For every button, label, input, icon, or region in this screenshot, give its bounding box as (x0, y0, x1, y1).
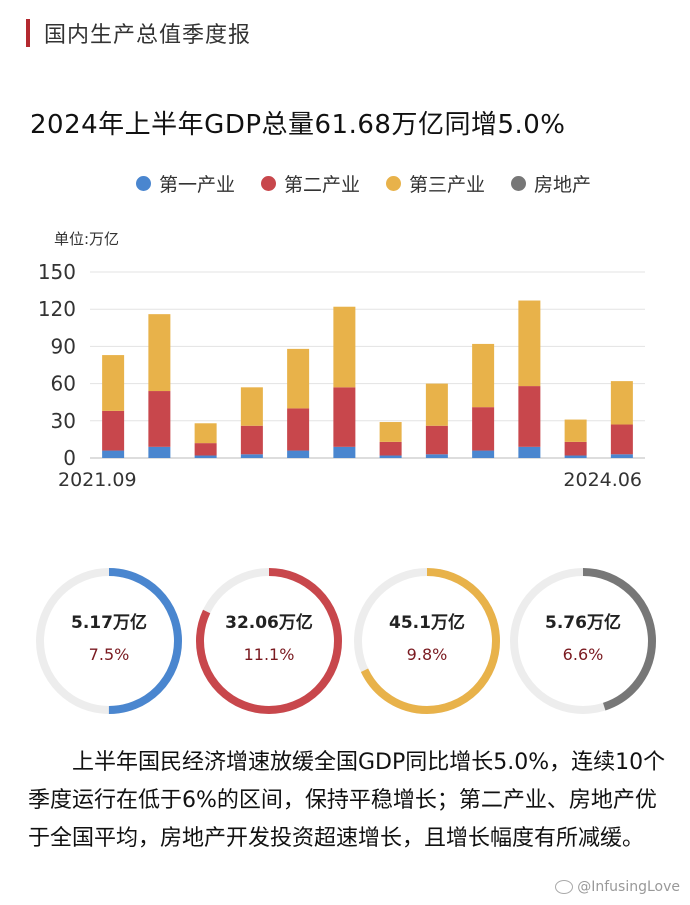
bar-segment (472, 450, 495, 458)
bar-segment (102, 410, 125, 451)
y-tick-label: 90 (51, 334, 76, 358)
legend-item-primary: 第一产业 (136, 170, 235, 197)
bar-segment (518, 386, 541, 447)
bar-segment (194, 455, 217, 458)
bar-segment (610, 454, 633, 458)
donut-card-secondary: 32.06万亿 11.1% (194, 566, 344, 716)
bar-segment (518, 300, 541, 387)
donut-rate-primary: 7.5% (88, 645, 130, 664)
bar-segment (425, 425, 448, 455)
donut-card-primary: 5.17万亿 7.5% (34, 566, 184, 716)
summary-paragraph: 上半年国民经济增速放缓全国GDP同比增长5.0%，连续10个季度运行在低于6%的… (28, 750, 666, 851)
donut-ring-primary (36, 568, 182, 714)
section-title: 国内生产总值季度报 (44, 23, 252, 48)
legend-item-realestate: 房地产 (511, 170, 591, 197)
bar-segment (287, 450, 310, 458)
donut-value-realestate: 5.76万亿 (545, 613, 621, 633)
bar-segment (564, 455, 587, 458)
donut-arc (510, 568, 656, 714)
bar-segment (610, 424, 633, 455)
bar-segment (472, 343, 495, 408)
bar-segment (102, 450, 125, 458)
bar-segment (148, 391, 171, 447)
legend-label-secondary: 第二产业 (284, 174, 361, 196)
bar-segment (564, 441, 587, 456)
stacked-bar-chart: 0 30 60 90 120 150 2021.09 2024.06 (38, 260, 645, 491)
watermark: @InfusingLove (555, 879, 680, 895)
chart-unit-label: 单位:万亿 (54, 230, 120, 248)
legend-item-secondary: 第二产业 (261, 170, 360, 197)
bar-segment (333, 446, 356, 458)
y-tick-label: 30 (51, 409, 76, 433)
bar-segment (518, 446, 541, 458)
section-accent-bar (26, 19, 30, 47)
bar-segment (379, 441, 402, 456)
donut-arc (196, 568, 342, 714)
donut-rate-realestate: 6.6% (562, 645, 604, 664)
donut-card-tertiary: 45.1万亿 9.8% (352, 566, 502, 716)
bar-segment (287, 348, 310, 409)
bar-segment (564, 419, 587, 442)
bar-segment (379, 422, 402, 442)
donut-value-primary: 5.17万亿 (71, 613, 147, 633)
donut-card-realestate: 5.76万亿 6.6% (508, 566, 658, 716)
legend-dot-secondary (261, 176, 277, 191)
headline: 2024年上半年GDP总量61.68万亿同增5.0% (30, 110, 566, 140)
x-start-label: 2021.09 (58, 469, 137, 491)
donut-rate-secondary: 11.1% (243, 645, 295, 664)
bar-segment (610, 381, 633, 425)
y-tick-label: 120 (38, 297, 76, 321)
donut-arc (354, 568, 500, 714)
bar-segment (194, 443, 217, 456)
bar-segment (333, 387, 356, 447)
y-tick-label: 0 (63, 446, 76, 470)
donut-value-secondary: 32.06万亿 (225, 613, 313, 633)
x-end-label: 2024.06 (563, 469, 642, 491)
bar-segment (148, 314, 171, 392)
bar-segment (379, 455, 402, 458)
bar-segment (287, 408, 310, 451)
summary-text-block: 上半年国民经济增速放缓全国GDP同比增长5.0%，连续10个季度运行在低于6%的… (28, 744, 668, 858)
bar-segment (240, 454, 263, 458)
chart-legend: 第一产业 第二产业 第三产业 房地产 (136, 170, 617, 197)
bar-segment (425, 454, 448, 458)
bar-segment (472, 407, 495, 451)
donut-ring-secondary (196, 568, 342, 714)
watermark-text: @InfusingLove (577, 879, 680, 895)
donut-rate-tertiary: 9.8% (406, 645, 448, 664)
legend-label-primary: 第一产业 (159, 174, 236, 196)
bar-segment (194, 423, 217, 444)
bar-segment (240, 387, 263, 426)
y-tick-label: 150 (38, 260, 76, 284)
bar-segment (425, 383, 448, 426)
donut-arc (36, 568, 182, 714)
weibo-logo-icon (555, 880, 574, 894)
donut-ring-realestate (510, 568, 656, 714)
bar-segment (148, 446, 171, 458)
legend-dot-primary (136, 176, 151, 191)
bar-segment (333, 306, 356, 388)
legend-label-tertiary: 第三产业 (409, 174, 486, 196)
section-header: 国内生产总值季度报 (26, 18, 251, 48)
donut-value-tertiary: 45.1万亿 (389, 613, 465, 633)
legend-dot-realestate (511, 176, 527, 191)
y-tick-label: 60 (51, 372, 76, 396)
bar-segment (102, 355, 125, 411)
legend-item-tertiary: 第三产业 (386, 170, 485, 197)
legend-label-realestate: 房地产 (534, 174, 592, 196)
legend-dot-tertiary (386, 176, 402, 191)
bar-segment (240, 425, 263, 455)
donut-ring-tertiary (354, 568, 500, 714)
